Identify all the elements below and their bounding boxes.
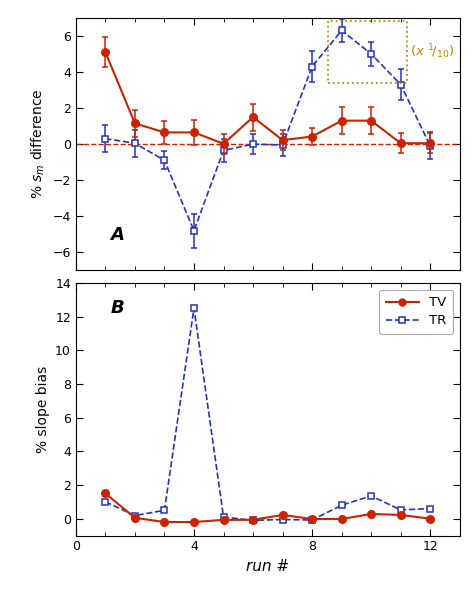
Legend: TV, TR: TV, TR — [379, 290, 453, 334]
Bar — [328, 21, 407, 83]
X-axis label: run #: run # — [246, 559, 289, 574]
Text: A: A — [110, 226, 124, 244]
Y-axis label: % $s_m$ difference: % $s_m$ difference — [30, 89, 47, 199]
Text: B: B — [110, 299, 124, 317]
Text: $(x\ ^1\!/_{10})$: $(x\ ^1\!/_{10})$ — [410, 42, 455, 61]
Y-axis label: % slope bias: % slope bias — [36, 365, 50, 453]
